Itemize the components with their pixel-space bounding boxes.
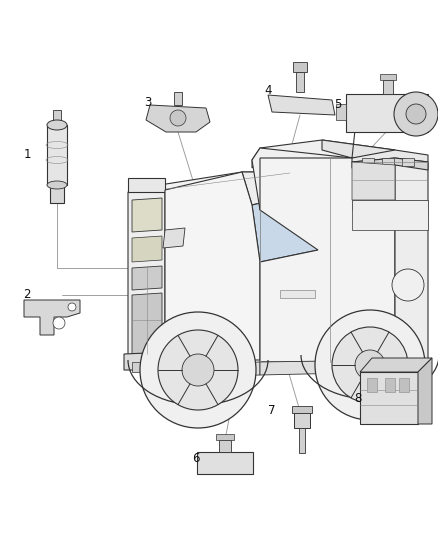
Bar	[362, 158, 374, 166]
Bar	[299, 428, 305, 453]
Text: 5: 5	[334, 99, 342, 111]
Polygon shape	[124, 352, 170, 370]
Polygon shape	[24, 300, 80, 335]
Bar	[385, 378, 395, 392]
Bar	[296, 72, 304, 92]
Circle shape	[68, 303, 76, 311]
Bar	[380, 74, 396, 80]
Polygon shape	[146, 105, 210, 132]
Text: 7: 7	[268, 403, 276, 416]
Polygon shape	[260, 360, 395, 375]
Bar	[399, 378, 409, 392]
Bar	[197, 452, 253, 474]
Polygon shape	[132, 362, 155, 372]
Polygon shape	[128, 172, 298, 190]
Bar	[293, 62, 307, 72]
Polygon shape	[252, 192, 318, 262]
Polygon shape	[352, 150, 428, 162]
Polygon shape	[165, 172, 260, 360]
Polygon shape	[132, 236, 162, 262]
Polygon shape	[252, 148, 395, 210]
Text: 6: 6	[192, 451, 200, 464]
Polygon shape	[132, 198, 162, 232]
Polygon shape	[418, 358, 432, 424]
Bar	[292, 406, 312, 413]
Bar	[50, 185, 64, 203]
Text: 2: 2	[23, 288, 31, 302]
Circle shape	[170, 110, 186, 126]
Text: 1: 1	[23, 149, 31, 161]
Polygon shape	[322, 140, 395, 158]
Polygon shape	[352, 158, 428, 170]
Bar	[216, 434, 234, 440]
Polygon shape	[163, 228, 185, 248]
Circle shape	[406, 104, 426, 124]
Bar	[219, 440, 231, 452]
Circle shape	[315, 310, 425, 420]
Polygon shape	[395, 158, 428, 362]
Bar	[382, 158, 394, 166]
Polygon shape	[352, 162, 395, 200]
Text: 8: 8	[354, 392, 362, 405]
Ellipse shape	[47, 120, 67, 130]
Circle shape	[158, 330, 238, 410]
Polygon shape	[242, 172, 308, 205]
Polygon shape	[132, 293, 162, 354]
Bar	[294, 413, 310, 428]
Circle shape	[394, 92, 438, 136]
Bar	[280, 290, 315, 298]
Text: 4: 4	[264, 84, 272, 96]
Polygon shape	[260, 158, 395, 362]
Ellipse shape	[47, 181, 67, 189]
Polygon shape	[268, 95, 335, 115]
Circle shape	[182, 354, 214, 386]
Bar	[346, 94, 428, 132]
Polygon shape	[352, 200, 428, 230]
Circle shape	[140, 312, 256, 428]
Bar	[53, 110, 61, 125]
Polygon shape	[165, 362, 260, 378]
Bar	[47, 125, 67, 185]
Bar	[383, 80, 393, 94]
Polygon shape	[128, 178, 165, 192]
Bar	[336, 104, 346, 120]
Circle shape	[355, 350, 385, 380]
Polygon shape	[132, 266, 162, 290]
Polygon shape	[360, 358, 432, 372]
Polygon shape	[260, 140, 395, 158]
Circle shape	[332, 327, 408, 403]
Circle shape	[392, 269, 424, 301]
Bar	[352, 200, 428, 210]
Text: 3: 3	[144, 95, 152, 109]
Polygon shape	[252, 148, 260, 168]
Bar	[367, 378, 377, 392]
Bar	[402, 158, 414, 166]
Circle shape	[53, 317, 65, 329]
Polygon shape	[128, 190, 165, 365]
Bar	[360, 372, 418, 424]
Bar	[174, 92, 182, 105]
